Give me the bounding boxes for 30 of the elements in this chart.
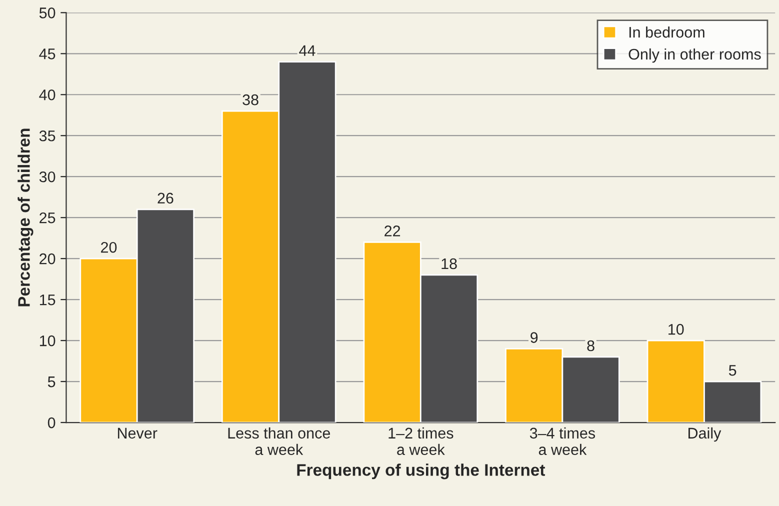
legend-label: In bedroom — [629, 26, 704, 38]
y-tick-label: 20 — [40, 253, 56, 264]
y-tick-label: 35 — [39, 130, 56, 142]
y-tick-label: 0 — [48, 417, 56, 428]
y-tick-label: 15 — [40, 294, 56, 306]
data-label: 18 — [442, 258, 457, 270]
y-tick-label: 10 — [40, 335, 56, 346]
x-tick-label: 3–4 times a week — [530, 427, 596, 456]
y-axis-title: Percentage of children — [18, 128, 34, 306]
y-tick-label: 45 — [39, 48, 56, 60]
data-label: 26 — [158, 192, 174, 204]
y-tick-label: 50 — [39, 8, 56, 18]
y-tick-label: 5 — [48, 376, 56, 388]
data-label: 20 — [101, 242, 117, 253]
y-tick-label: 30 — [39, 171, 56, 182]
data-label: 22 — [384, 226, 400, 236]
x-tick-label: Daily — [688, 427, 722, 442]
y-tick-label: 25 — [40, 212, 56, 224]
data-label: 8 — [587, 340, 594, 352]
data-label: 9 — [530, 332, 538, 343]
x-tick-label: Less than once a week — [228, 427, 330, 456]
legend-label: Only in other rooms — [628, 48, 761, 63]
y-tick-label: 40 — [39, 89, 56, 100]
data-label: 5 — [728, 365, 736, 376]
data-label: 10 — [668, 324, 684, 335]
x-tick-label: Never — [118, 428, 158, 439]
data-label: 38 — [242, 94, 258, 106]
x-tick-label: 1–2 times a week — [388, 427, 454, 456]
x-axis-title: Frequency of using the Internet — [297, 464, 546, 480]
data-label: 44 — [299, 45, 316, 56]
